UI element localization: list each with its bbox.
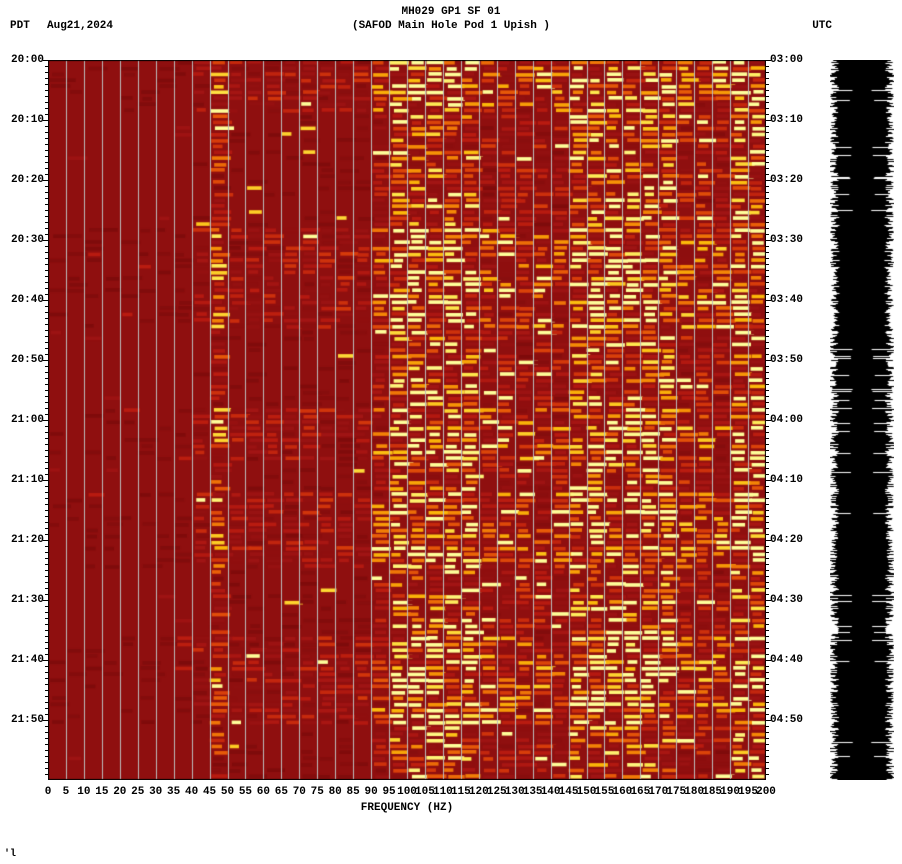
- y-tick-right-label: 04:10: [770, 474, 803, 486]
- x-tick-label: 135: [523, 786, 543, 798]
- x-tick-label: 110: [433, 786, 453, 798]
- x-tick-label: 0: [45, 786, 52, 798]
- y-tick-left-label: 21:30: [11, 594, 44, 606]
- y-tick-right-label: 03:40: [770, 294, 803, 306]
- x-tick-label: 165: [630, 786, 650, 798]
- x-tick-label: 40: [185, 786, 198, 798]
- x-tick-label: 170: [648, 786, 668, 798]
- x-tick-label: 195: [738, 786, 758, 798]
- spectrogram-plot: FREQUENCY (HZ) 0510152025303540455055606…: [48, 60, 766, 780]
- y-tick-right-label: 04:40: [770, 654, 803, 666]
- x-tick-label: 45: [203, 786, 216, 798]
- x-tick-label: 85: [347, 786, 360, 798]
- x-tick-label: 20: [113, 786, 126, 798]
- right-timezone-label: UTC: [812, 20, 832, 32]
- y-tick-right-label: 03:00: [770, 54, 803, 66]
- x-tick-label: 190: [720, 786, 740, 798]
- y-tick-left-label: 21:20: [11, 534, 44, 546]
- spectrogram-canvas: [48, 60, 766, 780]
- y-tick-left-label: 20:20: [11, 174, 44, 186]
- y-tick-right-label: 03:30: [770, 234, 803, 246]
- x-tick-label: 50: [221, 786, 234, 798]
- x-tick-label: 155: [595, 786, 615, 798]
- x-tick-label: 55: [239, 786, 252, 798]
- y-tick-left-label: 21:40: [11, 654, 44, 666]
- y-tick-left-label: 20:50: [11, 354, 44, 366]
- y-tick-right-label: 04:20: [770, 534, 803, 546]
- x-tick-label: 140: [541, 786, 561, 798]
- x-tick-label: 200: [756, 786, 776, 798]
- x-tick-label: 130: [505, 786, 525, 798]
- x-tick-label: 180: [684, 786, 704, 798]
- x-tick-label: 80: [329, 786, 342, 798]
- x-tick-label: 175: [666, 786, 686, 798]
- x-tick-label: 125: [487, 786, 507, 798]
- y-tick-right-label: 03:10: [770, 114, 803, 126]
- waveform-panel: [830, 60, 894, 780]
- y-tick-right-label: 04:50: [770, 714, 803, 726]
- y-tick-left-label: 21:50: [11, 714, 44, 726]
- date-label: Aug21,2024: [47, 20, 113, 32]
- x-tick-label: 35: [167, 786, 180, 798]
- y-tick-right-label: 03:20: [770, 174, 803, 186]
- x-tick-label: 105: [415, 786, 435, 798]
- x-tick-label: 100: [397, 786, 417, 798]
- y-tick-left-label: 21:10: [11, 474, 44, 486]
- x-tick-label: 90: [364, 786, 377, 798]
- x-tick-label: 5: [63, 786, 70, 798]
- y-tick-left-label: 20:00: [11, 54, 44, 66]
- chart-title-line2: (SAFOD Main Hole Pod 1 Upish ): [0, 20, 902, 32]
- x-tick-label: 10: [77, 786, 90, 798]
- y-tick-right-label: 04:30: [770, 594, 803, 606]
- x-tick-label: 60: [257, 786, 270, 798]
- x-tick-label: 185: [702, 786, 722, 798]
- x-tick-label: 15: [95, 786, 108, 798]
- y-tick-left-label: 21:00: [11, 414, 44, 426]
- waveform-canvas: [830, 60, 894, 780]
- x-tick-label: 95: [382, 786, 395, 798]
- x-tick-label: 70: [293, 786, 306, 798]
- x-tick-label: 145: [559, 786, 579, 798]
- x-tick-label: 150: [577, 786, 597, 798]
- footnote: 'l: [4, 849, 16, 860]
- y-tick-left-label: 20:40: [11, 294, 44, 306]
- y-tick-right-label: 04:00: [770, 414, 803, 426]
- left-timezone-label: PDT: [10, 20, 30, 32]
- x-tick-label: 160: [612, 786, 632, 798]
- x-axis-label: FREQUENCY (HZ): [361, 802, 453, 814]
- y-tick-left-label: 20:10: [11, 114, 44, 126]
- x-tick-label: 115: [451, 786, 471, 798]
- y-tick-left-label: 20:30: [11, 234, 44, 246]
- x-tick-label: 75: [311, 786, 324, 798]
- chart-title-line1: MH029 GP1 SF 01: [0, 6, 902, 18]
- x-tick-label: 65: [275, 786, 288, 798]
- x-tick-label: 120: [469, 786, 489, 798]
- y-tick-right-label: 03:50: [770, 354, 803, 366]
- x-tick-label: 30: [149, 786, 162, 798]
- x-tick-label: 25: [131, 786, 144, 798]
